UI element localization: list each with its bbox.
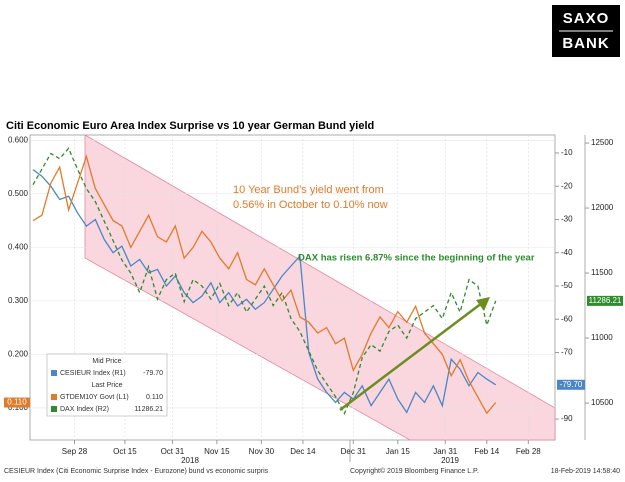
annotation: 10 Year Bund’s yield went from (233, 184, 384, 196)
trend-channel (84, 134, 556, 441)
y3-tick-label: 12500 (591, 138, 614, 147)
y3-tick-label: 11000 (591, 333, 613, 342)
series-line (32, 154, 497, 415)
legend-label: CESIEUR Index (R1) (60, 370, 126, 377)
legend-swatch (51, 394, 57, 400)
y-tick-label: 0.300 (8, 296, 29, 305)
legend-header: Mid Price (92, 358, 121, 365)
x-tick-label: Jan 31 (433, 447, 458, 456)
legend-swatch (51, 370, 57, 376)
x-tick-label: Feb 28 (516, 447, 541, 456)
price-tag (587, 295, 623, 306)
trend-arrow-head (476, 297, 490, 311)
legend-value: 11286.21 (134, 406, 163, 413)
x-tick-label: Nov 30 (249, 447, 275, 456)
y2-tick-label: -40 (561, 248, 573, 257)
y-tick-label: 0.500 (8, 189, 29, 198)
price-tag-label: -79.70 (560, 380, 583, 389)
logo-line1: SAXO (563, 10, 610, 27)
trend-arrow (339, 302, 483, 411)
legend-box (46, 353, 168, 417)
year-label: 2019 (441, 456, 459, 465)
annotation: DAX has risen 6.87% since the beginning … (298, 253, 535, 264)
price-tag-label: 11286.21 (589, 296, 622, 305)
x-tick-label: Nov 15 (204, 447, 230, 456)
legend-label: GTDEM10Y Govt (L1) (60, 394, 129, 401)
y2-tick-label: -90 (561, 414, 573, 423)
legend-value: -79.70 (143, 370, 163, 377)
y2-tick-label: -50 (561, 281, 573, 290)
y2-tick-label: -60 (561, 314, 573, 323)
series-line (32, 147, 497, 416)
y-tick-label: 0.400 (8, 242, 29, 251)
price-tag (557, 379, 585, 390)
plot-area (29, 134, 556, 441)
chart-title: Citi Economic Euro Area Index Surprise v… (6, 120, 374, 132)
series-line (32, 169, 497, 414)
x-tick-label: Dec 31 (341, 447, 367, 456)
legend-swatch (51, 406, 57, 412)
legend: Mid Price Last Price CESIEUR Index (R1) -… (46, 353, 168, 417)
y-tick-label: 0.600 (8, 135, 29, 144)
x-tick-label: Jan 15 (386, 447, 411, 456)
footer-source: CESIEUR Index (Citi Economic Surprise In… (4, 468, 269, 475)
footer-timestamp: 18-Feb-2019 14:58:40 (551, 468, 620, 475)
y2-tick-label: -20 (561, 181, 573, 190)
legend-value: 0.110 (146, 394, 163, 401)
price-tag (4, 397, 30, 408)
price-tag-label: 0.110 (7, 398, 27, 407)
y-tick-label: 0.200 (8, 349, 29, 358)
legend-header: Last Price (91, 382, 122, 389)
y3-tick-label: 10500 (591, 398, 614, 407)
x-tick-label: Sep 28 (62, 447, 88, 456)
y2-tick-label: -70 (561, 348, 573, 357)
footer-copyright: Copyright© 2019 Bloomberg Finance L.P. (350, 467, 479, 475)
year-label: 2018 (181, 456, 199, 465)
x-tick-label: Feb 14 (474, 447, 499, 456)
y2-tick-label: -10 (561, 148, 573, 157)
y2-tick-label: -30 (561, 215, 573, 224)
x-tick-label: Oct 31 (161, 447, 185, 456)
y3-tick-label: 11500 (591, 268, 613, 277)
annotation: 0.56% in October to 0.10% now (233, 199, 388, 211)
logo-line2: BANK (562, 35, 609, 52)
x-tick-label: Oct 15 (113, 447, 137, 456)
legend-label: DAX Index (R2) (60, 406, 109, 413)
x-tick-label: Dec 14 (290, 447, 316, 456)
y3-tick-label: 12000 (591, 203, 614, 212)
